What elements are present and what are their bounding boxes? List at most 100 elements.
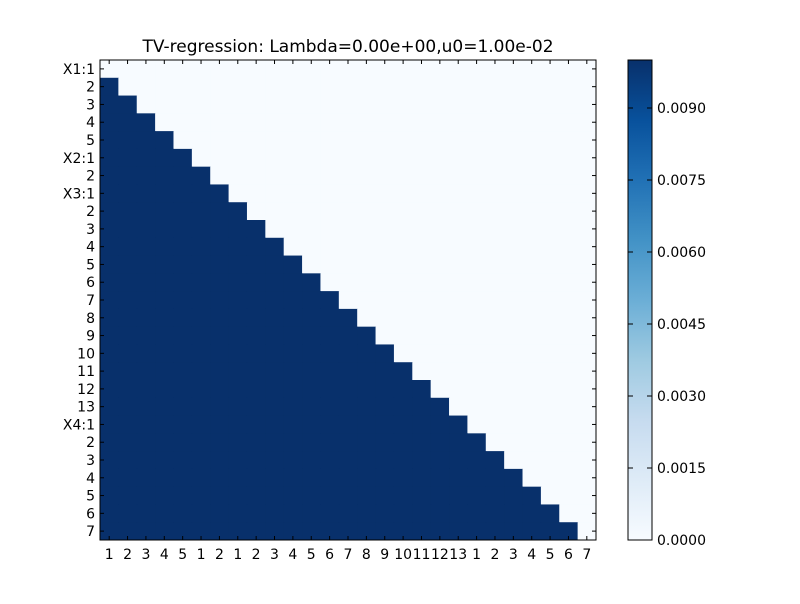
heatmap-cell <box>320 148 340 168</box>
heatmap-cell <box>210 397 230 417</box>
heatmap-cell <box>504 291 524 310</box>
heatmap-cell <box>136 397 156 417</box>
heatmap-cell <box>228 273 248 292</box>
y-tick-label: 13 <box>77 400 95 416</box>
x-tick-label: 7 <box>582 547 591 563</box>
heatmap-cell <box>504 220 524 239</box>
y-tick-label: 2 <box>86 435 95 451</box>
heatmap-cell <box>522 237 542 257</box>
heatmap-cell <box>173 113 193 132</box>
heatmap-cell <box>320 451 340 470</box>
heatmap-cell <box>577 148 597 168</box>
y-tick-label: 7 <box>86 524 95 540</box>
y-tick-label: X4:1 <box>63 417 95 433</box>
heatmap-cell <box>393 433 413 452</box>
heatmap-cell <box>577 273 597 292</box>
y-tick-label: 2 <box>86 169 95 185</box>
heatmap-cell <box>338 433 358 452</box>
heatmap-cell <box>210 291 230 310</box>
x-tick-label: 3 <box>270 547 279 563</box>
heatmap-cell <box>577 184 597 203</box>
heatmap-cell <box>485 60 505 79</box>
heatmap-cell <box>467 148 487 168</box>
heatmap-cell <box>118 166 138 185</box>
heatmap-cell <box>246 184 266 203</box>
y-tick-label: X3:1 <box>63 186 95 202</box>
heatmap-cell <box>559 291 579 310</box>
heatmap-cell <box>412 60 432 79</box>
heatmap-cell <box>338 397 358 417</box>
heatmap-cell <box>283 308 303 328</box>
heatmap-cell <box>449 255 468 274</box>
heatmap-cell <box>118 451 138 470</box>
heatmap-cell <box>338 486 358 505</box>
heatmap-cell <box>210 184 230 203</box>
heatmap-cell <box>228 451 248 470</box>
x-tick-label: 8 <box>362 547 371 563</box>
heatmap-cell <box>136 113 156 132</box>
heatmap-cell <box>228 291 248 310</box>
heatmap-cell <box>155 486 174 505</box>
heatmap-cell <box>210 433 230 452</box>
heatmap-cell <box>228 202 248 221</box>
heatmap-cell <box>504 77 524 97</box>
heatmap-cell <box>210 380 230 399</box>
heatmap-cell <box>100 184 119 203</box>
heatmap-cell <box>375 291 395 310</box>
heatmap-cell <box>265 433 285 452</box>
heatmap-cell <box>228 60 248 79</box>
heatmap-cell <box>338 273 358 292</box>
heatmap-cell <box>265 415 285 434</box>
heatmap-cell <box>338 202 358 221</box>
heatmap-cell <box>559 397 579 417</box>
heatmap-cell <box>577 486 597 505</box>
heatmap-cell <box>559 184 579 203</box>
heatmap-cell <box>485 202 505 221</box>
heatmap-cell <box>118 202 138 221</box>
heatmap-cell <box>265 326 285 345</box>
heatmap-cell <box>577 77 597 97</box>
heatmap-cell <box>136 95 156 114</box>
heatmap-cell <box>173 397 193 417</box>
heatmap-cell <box>375 95 395 114</box>
heatmap-cell <box>191 344 211 363</box>
heatmap-cell <box>283 77 303 97</box>
heatmap-cell <box>265 202 285 221</box>
heatmap-cell <box>430 60 450 79</box>
heatmap-cell <box>375 202 395 221</box>
heatmap-cell <box>504 468 524 488</box>
heatmap-cell <box>338 148 358 168</box>
heatmap-cell <box>100 415 119 434</box>
heatmap-cell <box>412 184 432 203</box>
heatmap-cell <box>430 433 450 452</box>
heatmap-cell <box>246 255 266 274</box>
heatmap-cell <box>393 220 413 239</box>
heatmap-cell <box>118 344 138 363</box>
x-tick-label: 6 <box>325 547 334 563</box>
heatmap-cell <box>430 451 450 470</box>
heatmap-cell <box>412 415 432 434</box>
heatmap-cell <box>210 344 230 363</box>
x-tick-label: 1 <box>105 547 114 563</box>
heatmap-cell <box>393 166 413 185</box>
heatmap-cell <box>265 522 285 541</box>
heatmap-cell <box>283 504 303 523</box>
heatmap-cell <box>320 131 340 150</box>
heatmap-cell <box>118 326 138 345</box>
heatmap-cell <box>228 131 248 150</box>
heatmap-cell <box>173 415 193 434</box>
heatmap-cell <box>504 522 524 541</box>
heatmap-cell <box>136 237 156 257</box>
heatmap-cell <box>467 486 487 505</box>
heatmap-cell <box>430 148 450 168</box>
heatmap-cell <box>449 522 468 541</box>
heatmap-cell <box>577 451 597 470</box>
heatmap-cell <box>375 326 395 345</box>
heatmap-cell <box>265 237 285 257</box>
heatmap-cell <box>136 522 156 541</box>
heatmap-cell <box>485 291 505 310</box>
y-tick-label: 3 <box>86 453 95 469</box>
heatmap-cell <box>393 148 413 168</box>
heatmap-cell <box>357 397 377 417</box>
heatmap-cell <box>246 308 266 328</box>
